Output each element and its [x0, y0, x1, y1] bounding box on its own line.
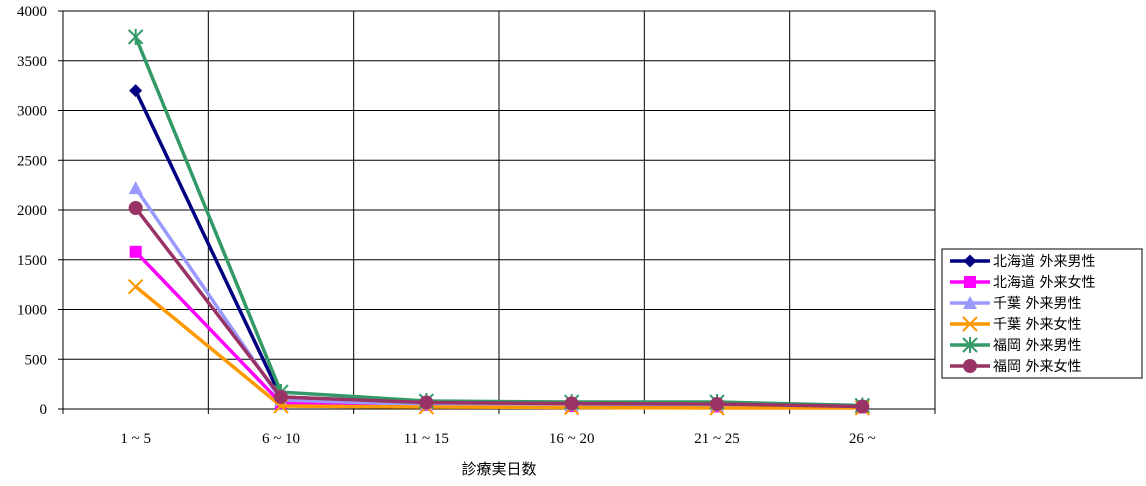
y-tick-label: 3000	[17, 104, 47, 120]
legend-item: 北海道 外来男性	[950, 254, 1095, 270]
x-tick-label: 26 ~	[849, 431, 876, 447]
data-point	[129, 245, 142, 258]
x-tick-label: 11 ~ 15	[404, 431, 449, 447]
data-point	[128, 181, 143, 195]
x-tick-label: 21 ~ 25	[694, 431, 740, 447]
y-tick-label: 4000	[17, 4, 47, 20]
data-point	[129, 84, 143, 98]
legend-label: 北海道 外来男性	[993, 254, 1095, 270]
legend-label: 北海道 外来女性	[993, 274, 1095, 291]
legend-marker	[962, 316, 978, 332]
data-point	[128, 201, 143, 216]
legend-label: 千葉 外来男性	[993, 296, 1081, 312]
legend-marker	[964, 276, 976, 288]
y-tick-label: 2500	[17, 153, 47, 169]
legend-item: 千葉 外来男性	[950, 296, 1081, 312]
y-tick-label: 3500	[17, 54, 47, 70]
legend-item: 福岡 外来男性	[950, 337, 1081, 354]
x-tick-label: 16 ~ 20	[549, 431, 595, 447]
legend-item: 北海道 外来女性	[950, 274, 1095, 291]
series-line	[134, 285, 863, 410]
x-axis-title: 診療実日数	[461, 460, 536, 478]
data-point	[274, 390, 288, 405]
data-point	[127, 28, 144, 45]
legend-box	[941, 248, 1143, 379]
y-tick-label: 0	[40, 402, 48, 418]
legend-marker	[963, 296, 977, 309]
x-axis-ticks: 1 ~ 5 6 ~ 10 11 ~ 15 16 ~ 20 21 ~ 25 26 ~	[62, 409, 936, 447]
x-tick-label: 6 ~ 10	[262, 431, 300, 447]
x-tick-label: 1 ~ 5	[120, 431, 151, 447]
series-line	[134, 206, 863, 409]
legend-marker	[963, 359, 977, 373]
y-tick-label: 1500	[17, 253, 47, 269]
data-point	[419, 395, 434, 410]
series-6	[128, 201, 870, 414]
data-point	[127, 278, 144, 295]
legend-item: 福岡 外来女性	[950, 358, 1081, 375]
data-point	[710, 397, 724, 412]
legend-marker	[963, 254, 977, 268]
legend-marker	[962, 337, 978, 353]
y-tick-label: 2000	[17, 203, 47, 219]
series-group	[127, 28, 871, 416]
legend-label: 福岡 外来男性	[993, 338, 1081, 354]
legend-item: 千葉 外来女性	[950, 316, 1081, 333]
y-tick-label: 500	[25, 352, 48, 368]
legend-label: 千葉 外来女性	[993, 316, 1081, 333]
y-axis-ticks: 0 500 1000 1500 2000 2500 3000 3500 4000	[17, 4, 63, 418]
data-point	[855, 399, 870, 414]
data-point	[564, 396, 579, 411]
legend-label: 福岡 外来女性	[993, 358, 1081, 375]
y-tick-label: 1000	[17, 303, 47, 319]
